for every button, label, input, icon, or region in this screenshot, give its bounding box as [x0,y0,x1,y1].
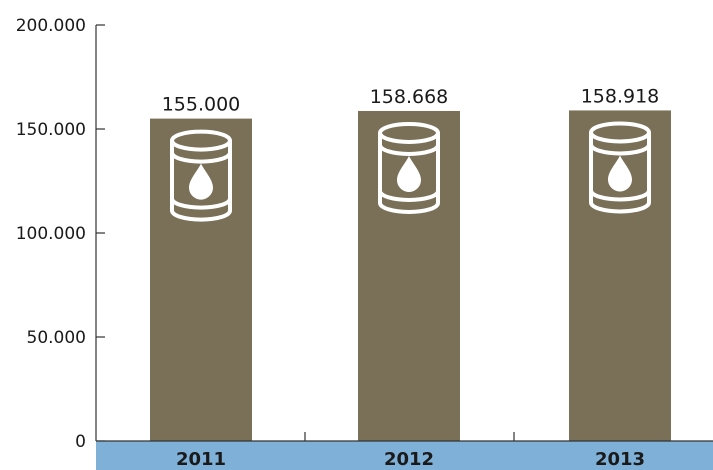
y-tick-label: 50.000 [27,328,86,348]
oil-barrel-icon [170,129,232,222]
bar-value-label: 158.918 [581,85,660,107]
x-category-label: 2013 [595,449,645,470]
y-tick-label: 150.000 [16,120,86,140]
y-tick-label: 200.000 [16,16,86,36]
y-tick-label: 0 [75,432,86,452]
bar-value-label: 155.000 [162,94,241,116]
bar-group: 158.918 [569,85,671,441]
x-category-label: 2012 [384,449,434,470]
bar-group: 158.668 [358,86,460,442]
oil-barrel-icon [378,121,440,214]
y-axis: 0 50.000 100.000 150.000 200.000 [16,16,105,452]
bar-value-label: 158.668 [370,86,449,108]
x-category-label: 2011 [176,449,226,470]
y-tick-label: 100.000 [16,224,86,244]
oil-barrel-icon [589,121,651,214]
bars: 155.000 158.668 158.918 [150,85,671,442]
bar-group: 155.000 [150,94,252,441]
x-axis: 2011 2012 2013 [96,432,713,470]
category-axis-band [96,441,713,470]
